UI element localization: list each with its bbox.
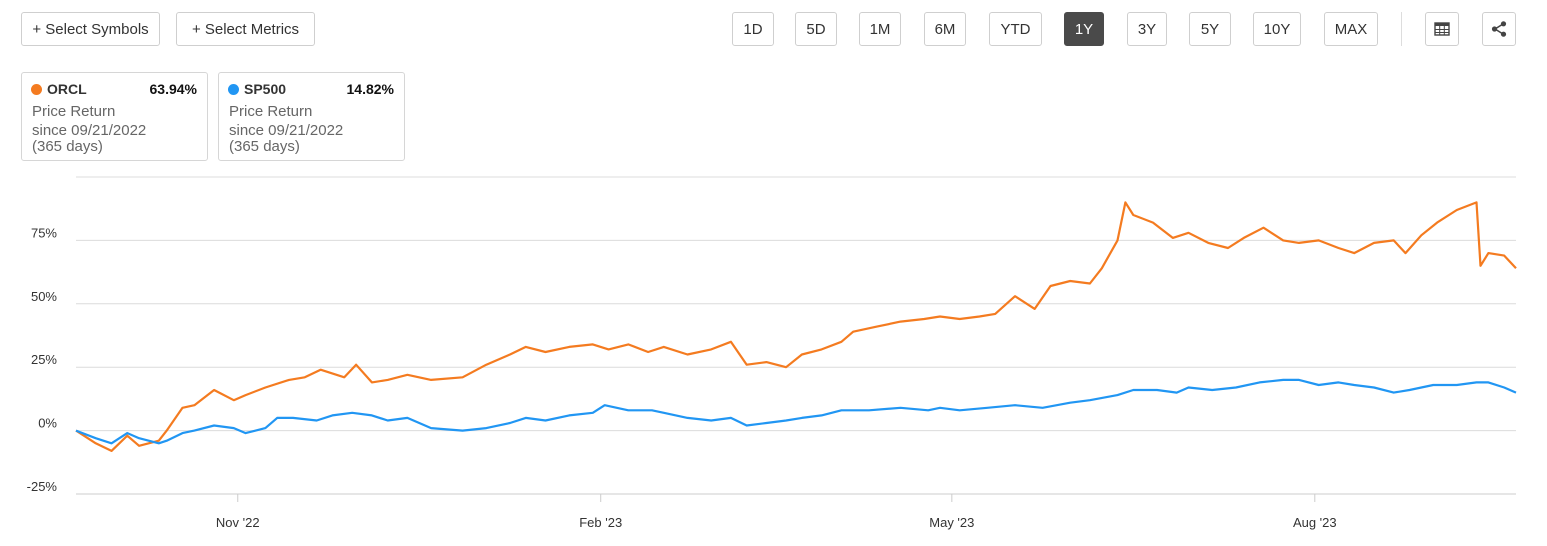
return-value: 63.94%	[149, 81, 197, 97]
grid-lines	[76, 176, 1516, 495]
metric-label: Price Return	[229, 103, 313, 120]
orcl-color-dot	[31, 84, 42, 95]
series-lines	[75, 201, 1517, 452]
select-metrics-button[interactable]: + Select Metrics	[176, 12, 315, 46]
share-icon	[1491, 21, 1507, 37]
days-count: (365 days)	[32, 138, 103, 155]
since-date: since 09/21/2022	[229, 122, 344, 139]
x-tick-label: Nov '22	[216, 515, 260, 530]
y-tick-label: 50%	[31, 289, 57, 304]
select-symbols-button[interactable]: + Select Symbols	[21, 12, 160, 46]
x-tick-label: May '23	[929, 515, 974, 530]
period-button-1d[interactable]: 1D	[732, 12, 774, 46]
y-tick-label: 0%	[38, 416, 57, 431]
symbol-label: SP500	[244, 81, 287, 97]
period-button-max[interactable]: MAX	[1324, 12, 1378, 46]
y-tick-label: -25%	[27, 479, 58, 494]
price-return-chart[interactable]: -25% 0% 25% 50% 75% Nov '22 Feb '23 May '23 Aug…	[0, 160, 1547, 546]
sp500-color-dot	[228, 84, 239, 95]
days-count: (365 days)	[229, 138, 300, 155]
x-tick-label: Feb '23	[579, 515, 622, 530]
legend-card-sp500[interactable]: SP500 14.82% Price Return since 09/21/20…	[218, 72, 405, 161]
x-tick-label: Aug '23	[1293, 515, 1337, 530]
period-button-1m[interactable]: 1M	[859, 12, 901, 46]
y-tick-label: 75%	[31, 225, 57, 240]
y-axis-ticks: -25% 0% 25% 50% 75%	[27, 225, 58, 494]
period-button-10y[interactable]: 10Y	[1253, 12, 1301, 46]
symbol-label: ORCL	[47, 81, 87, 97]
share-button[interactable]	[1482, 12, 1516, 46]
return-value: 14.82%	[346, 81, 394, 97]
legend-card-orcl[interactable]: ORCL 63.94% Price Return since 09/21/202…	[21, 72, 208, 161]
y-tick-label: 25%	[31, 352, 57, 367]
table-view-button[interactable]	[1425, 12, 1459, 46]
period-button-1y[interactable]: 1Y	[1064, 12, 1104, 46]
toolbar-divider	[1401, 12, 1402, 46]
period-button-3y[interactable]: 3Y	[1127, 12, 1167, 46]
period-button-6m[interactable]: 6M	[924, 12, 966, 46]
period-button-ytd[interactable]: YTD	[989, 12, 1042, 46]
since-date: since 09/21/2022	[32, 122, 147, 139]
period-button-5d[interactable]: 5D	[795, 12, 837, 46]
series-line-sp500	[75, 378, 1517, 445]
period-button-5y[interactable]: 5Y	[1189, 12, 1231, 46]
x-axis: Nov '22 Feb '23 May '23 Aug '23	[76, 493, 1516, 530]
table-icon	[1434, 22, 1450, 36]
series-line-orcl	[75, 201, 1517, 452]
metric-label: Price Return	[32, 103, 116, 120]
